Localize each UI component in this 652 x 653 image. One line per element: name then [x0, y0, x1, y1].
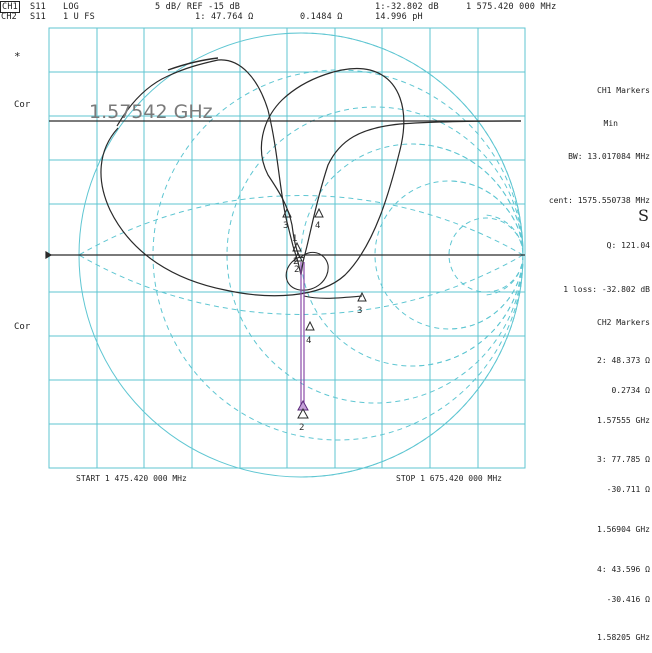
- ch2-marker-4-frequency: 1.58205 GHz: [597, 633, 650, 642]
- side-text-fragment: S: [638, 206, 649, 225]
- ch2-marker-4-reactance: -30.416 Ω: [606, 595, 650, 604]
- marker-number: 3: [357, 306, 362, 316]
- ch2-marker-3-resistance: 3: 77.785 Ω: [597, 455, 650, 464]
- reference-lines: [45, 120, 525, 260]
- ch2-marker-4-resistance: 4: 43.596 Ω: [597, 565, 650, 574]
- ch1-logmag-trace: [116, 59, 522, 276]
- ch1-trace-tail: [167, 57, 219, 71]
- header-row-1: CH1 S11 LOG 5 dB/ REF -15 dB 1:-32.802 d…: [0, 0, 556, 70]
- correction-label-ch2[interactable]: Cor: [14, 322, 31, 332]
- ch1-scale: 5 dB/ REF -15 dB: [155, 2, 241, 12]
- ch1-marker-value: 1:-32.802 dB: [375, 2, 439, 12]
- ch2-marker-reactance: 0.1484 Ω: [300, 12, 343, 22]
- stop-frequency: STOP 1 675.420 000 MHz: [396, 474, 502, 483]
- ch2-marker-element: 14.996 pH: [375, 12, 423, 22]
- ch1-loss: 1 loss: -32.802 dB: [563, 285, 650, 294]
- ch2-impedance-trace: [100, 68, 405, 297]
- marker-number: 4: [306, 336, 311, 346]
- ch2-marker-readout: 1: 47.764 Ω: [195, 12, 254, 22]
- marker-number: 3: [283, 221, 288, 231]
- big-frequency-label: 1.57542 GHz: [89, 101, 213, 123]
- asterisk-indicator: *: [14, 50, 21, 63]
- ch2-markers-panel: CH2 Markers 2: 48.373 Ω 0.2734 Ω 1.57555…: [570, 298, 650, 653]
- correction-label-ch1[interactable]: Cor: [14, 100, 31, 110]
- marker-number: 2: [299, 423, 304, 433]
- ch2-tag[interactable]: CH2: [1, 12, 17, 22]
- ch2-format: 1 U FS: [63, 12, 95, 22]
- ch1-markers-title: CH1 Markers: [597, 86, 650, 95]
- header-row-2: CH2 S11 1 U FS 1: 47.764 Ω 0.1484 Ω 14.9…: [0, 0, 423, 70]
- ch2-marker-3-reactance: -30.711 Ω: [606, 485, 650, 494]
- marker-drop-lines: [300, 262, 305, 405]
- ch1-q-factor: Q: 121.04: [606, 240, 650, 250]
- marker-number: 1: [292, 234, 297, 244]
- marker-triangles: [282, 207, 367, 419]
- ch1-tag[interactable]: CH1: [0, 1, 20, 13]
- ch1-bandwidth: BW: 13.017084 MHz: [568, 151, 650, 161]
- marker-2-ch2-icon: [293, 251, 303, 262]
- ch1-marker-frequency: 1 575.420 000 MHz: [466, 2, 557, 12]
- marker-number: 2: [294, 265, 299, 275]
- ch1-markers-mode: Min: [603, 118, 618, 128]
- marker-1-icon: [292, 241, 302, 252]
- ch1-center-frequency: cent: 1575.550738 MHz: [548, 196, 650, 205]
- marker-number: 4: [315, 221, 320, 231]
- marker-4-ch1-icon: [314, 207, 324, 218]
- marker-2-ch1b-icon: [297, 407, 309, 419]
- ch1-param: S11: [30, 2, 46, 12]
- ch2-marker-2-frequency: 1.57555 GHz: [597, 416, 650, 425]
- marker-numbers: 1 2 3 4 3 4 2 2: [283, 221, 362, 433]
- ch2-markers-title: CH2 Markers: [597, 318, 650, 327]
- ch2-lower-branch: [303, 295, 363, 299]
- marker-3-ch1-icon: [282, 207, 292, 218]
- ch1-markers-panel: CH1 Markers Min BW: 13.017084 MHz cent: …: [525, 62, 650, 307]
- ch2-param: S11: [30, 12, 46, 22]
- ch1-format: LOG: [63, 2, 79, 12]
- marker-3-ch2-icon: [357, 291, 367, 302]
- ch2-marker-3-frequency: 1.56904 GHz: [597, 525, 650, 534]
- marker-4-ch2-icon: [305, 320, 315, 331]
- marker-number: 2: [293, 257, 298, 267]
- log-mag-grid: [48, 27, 526, 469]
- ch2-marker-2-reactance: 0.2734 Ω: [611, 386, 650, 395]
- start-frequency: START 1 475.420 000 MHz: [76, 474, 187, 483]
- reference-arrow-icon: [45, 250, 53, 260]
- network-analyzer-display: 1 2 3 4 3 4 2 2 1.57542 GHz: [45, 27, 526, 478]
- ch2-marker-2-resistance: 2: 48.373 Ω: [597, 356, 650, 365]
